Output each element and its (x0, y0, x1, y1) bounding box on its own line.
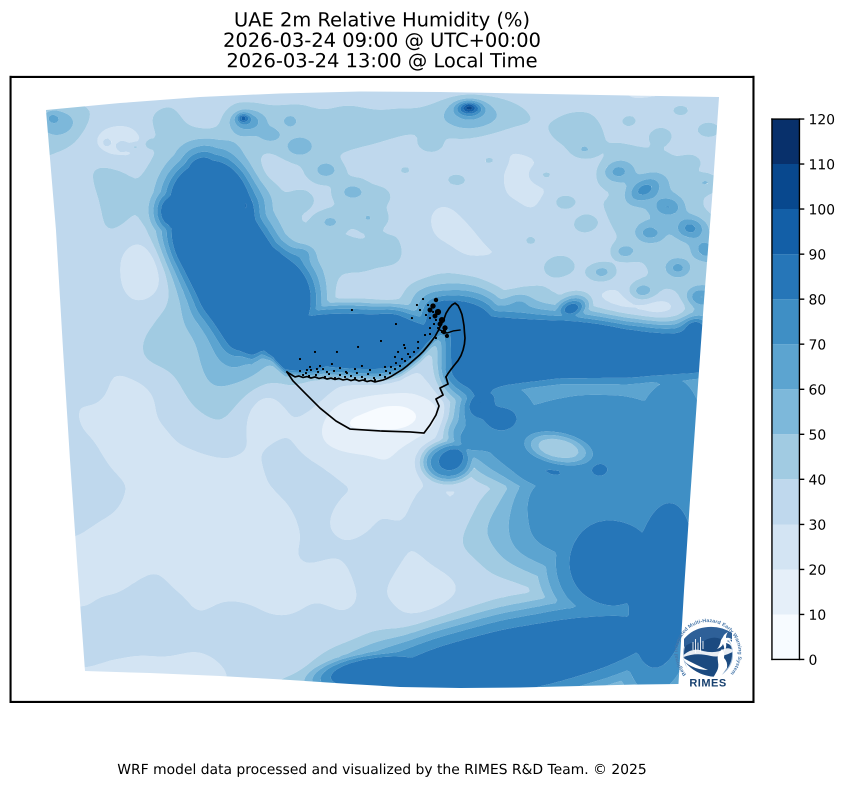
svg-text:RIMES: RIMES (689, 678, 726, 690)
